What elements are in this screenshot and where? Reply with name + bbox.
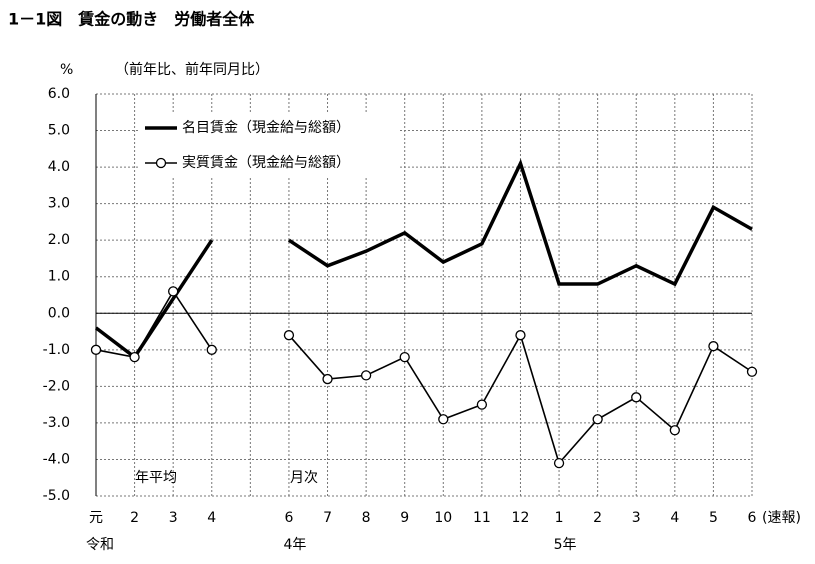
- legend-label: 実質賃金（現金給与総額）: [182, 155, 350, 171]
- y-tick-label: -4.0: [43, 451, 70, 467]
- marker: [515, 330, 526, 341]
- x-tick-label: 8: [362, 510, 371, 526]
- marker: [168, 286, 179, 297]
- series-line: [95, 289, 753, 465]
- marker: [631, 392, 642, 403]
- legend-label: 名目賃金（現金給与総額）: [182, 120, 350, 136]
- x-tick-label: 2: [130, 510, 139, 526]
- y-tick-label: 6.0: [48, 86, 70, 102]
- y-unit: %: [60, 62, 73, 78]
- legend-marker: [155, 157, 167, 169]
- marker: [399, 351, 410, 363]
- x-tick-label: 5: [709, 510, 718, 526]
- x-tick-label: 2: [593, 510, 602, 526]
- x-tick-label: 4: [207, 510, 216, 526]
- marker: [476, 399, 488, 410]
- x-tick-label: 12: [512, 510, 530, 526]
- x-tick-label: 3: [169, 510, 178, 526]
- x-tick-label: 元: [89, 510, 103, 526]
- x-tick-label: 9: [400, 510, 409, 526]
- y-tick-label: 5.0: [48, 123, 70, 139]
- marker: [129, 351, 140, 363]
- marker: [708, 341, 719, 352]
- chart-title: 1－1図 賃金の動き 労働者全体: [8, 10, 255, 29]
- annotation: (速報): [762, 510, 801, 526]
- x-tick-label: 3: [632, 510, 641, 526]
- x-tick-label: 7: [323, 510, 332, 526]
- y-tick-label: 3.0: [48, 196, 70, 212]
- x-tick-label: 10: [434, 510, 452, 526]
- marker: [90, 344, 102, 355]
- marker: [592, 414, 603, 425]
- x-group-label: 5年: [554, 537, 577, 553]
- marker: [206, 344, 217, 355]
- annotation: 年平均: [135, 470, 177, 486]
- x-tick-label: 11: [473, 510, 491, 526]
- x-tick-label: 1: [555, 510, 564, 526]
- y-tick-label: -3.0: [43, 415, 70, 431]
- y-tick-label: 0.0: [48, 305, 70, 321]
- y-tick-label: -1.0: [43, 342, 70, 358]
- y-tick-label: 4.0: [48, 159, 70, 175]
- marker: [360, 370, 372, 381]
- x-tick-label: 4: [670, 510, 679, 526]
- annotation: 月次: [290, 470, 318, 486]
- y-tick-label: 2.0: [48, 232, 70, 248]
- y-tick-label: 1.0: [48, 269, 70, 285]
- legend-box: [138, 112, 400, 178]
- x-tick-label: 6: [748, 510, 757, 526]
- marker: [283, 330, 295, 341]
- subtitle: （前年比、前年同月比）: [115, 61, 269, 78]
- marker: [322, 373, 333, 385]
- x-group-label: 4年: [283, 537, 306, 553]
- y-tick-label: -5.0: [43, 488, 70, 504]
- x-group-label: 令和: [86, 537, 114, 553]
- marker: [553, 457, 565, 469]
- marker: [438, 414, 449, 425]
- series-line: [94, 158, 753, 360]
- marker: [669, 425, 680, 436]
- x-tick-label: 6: [284, 510, 293, 526]
- y-tick-label: -2.0: [43, 378, 70, 394]
- marker: [746, 366, 758, 377]
